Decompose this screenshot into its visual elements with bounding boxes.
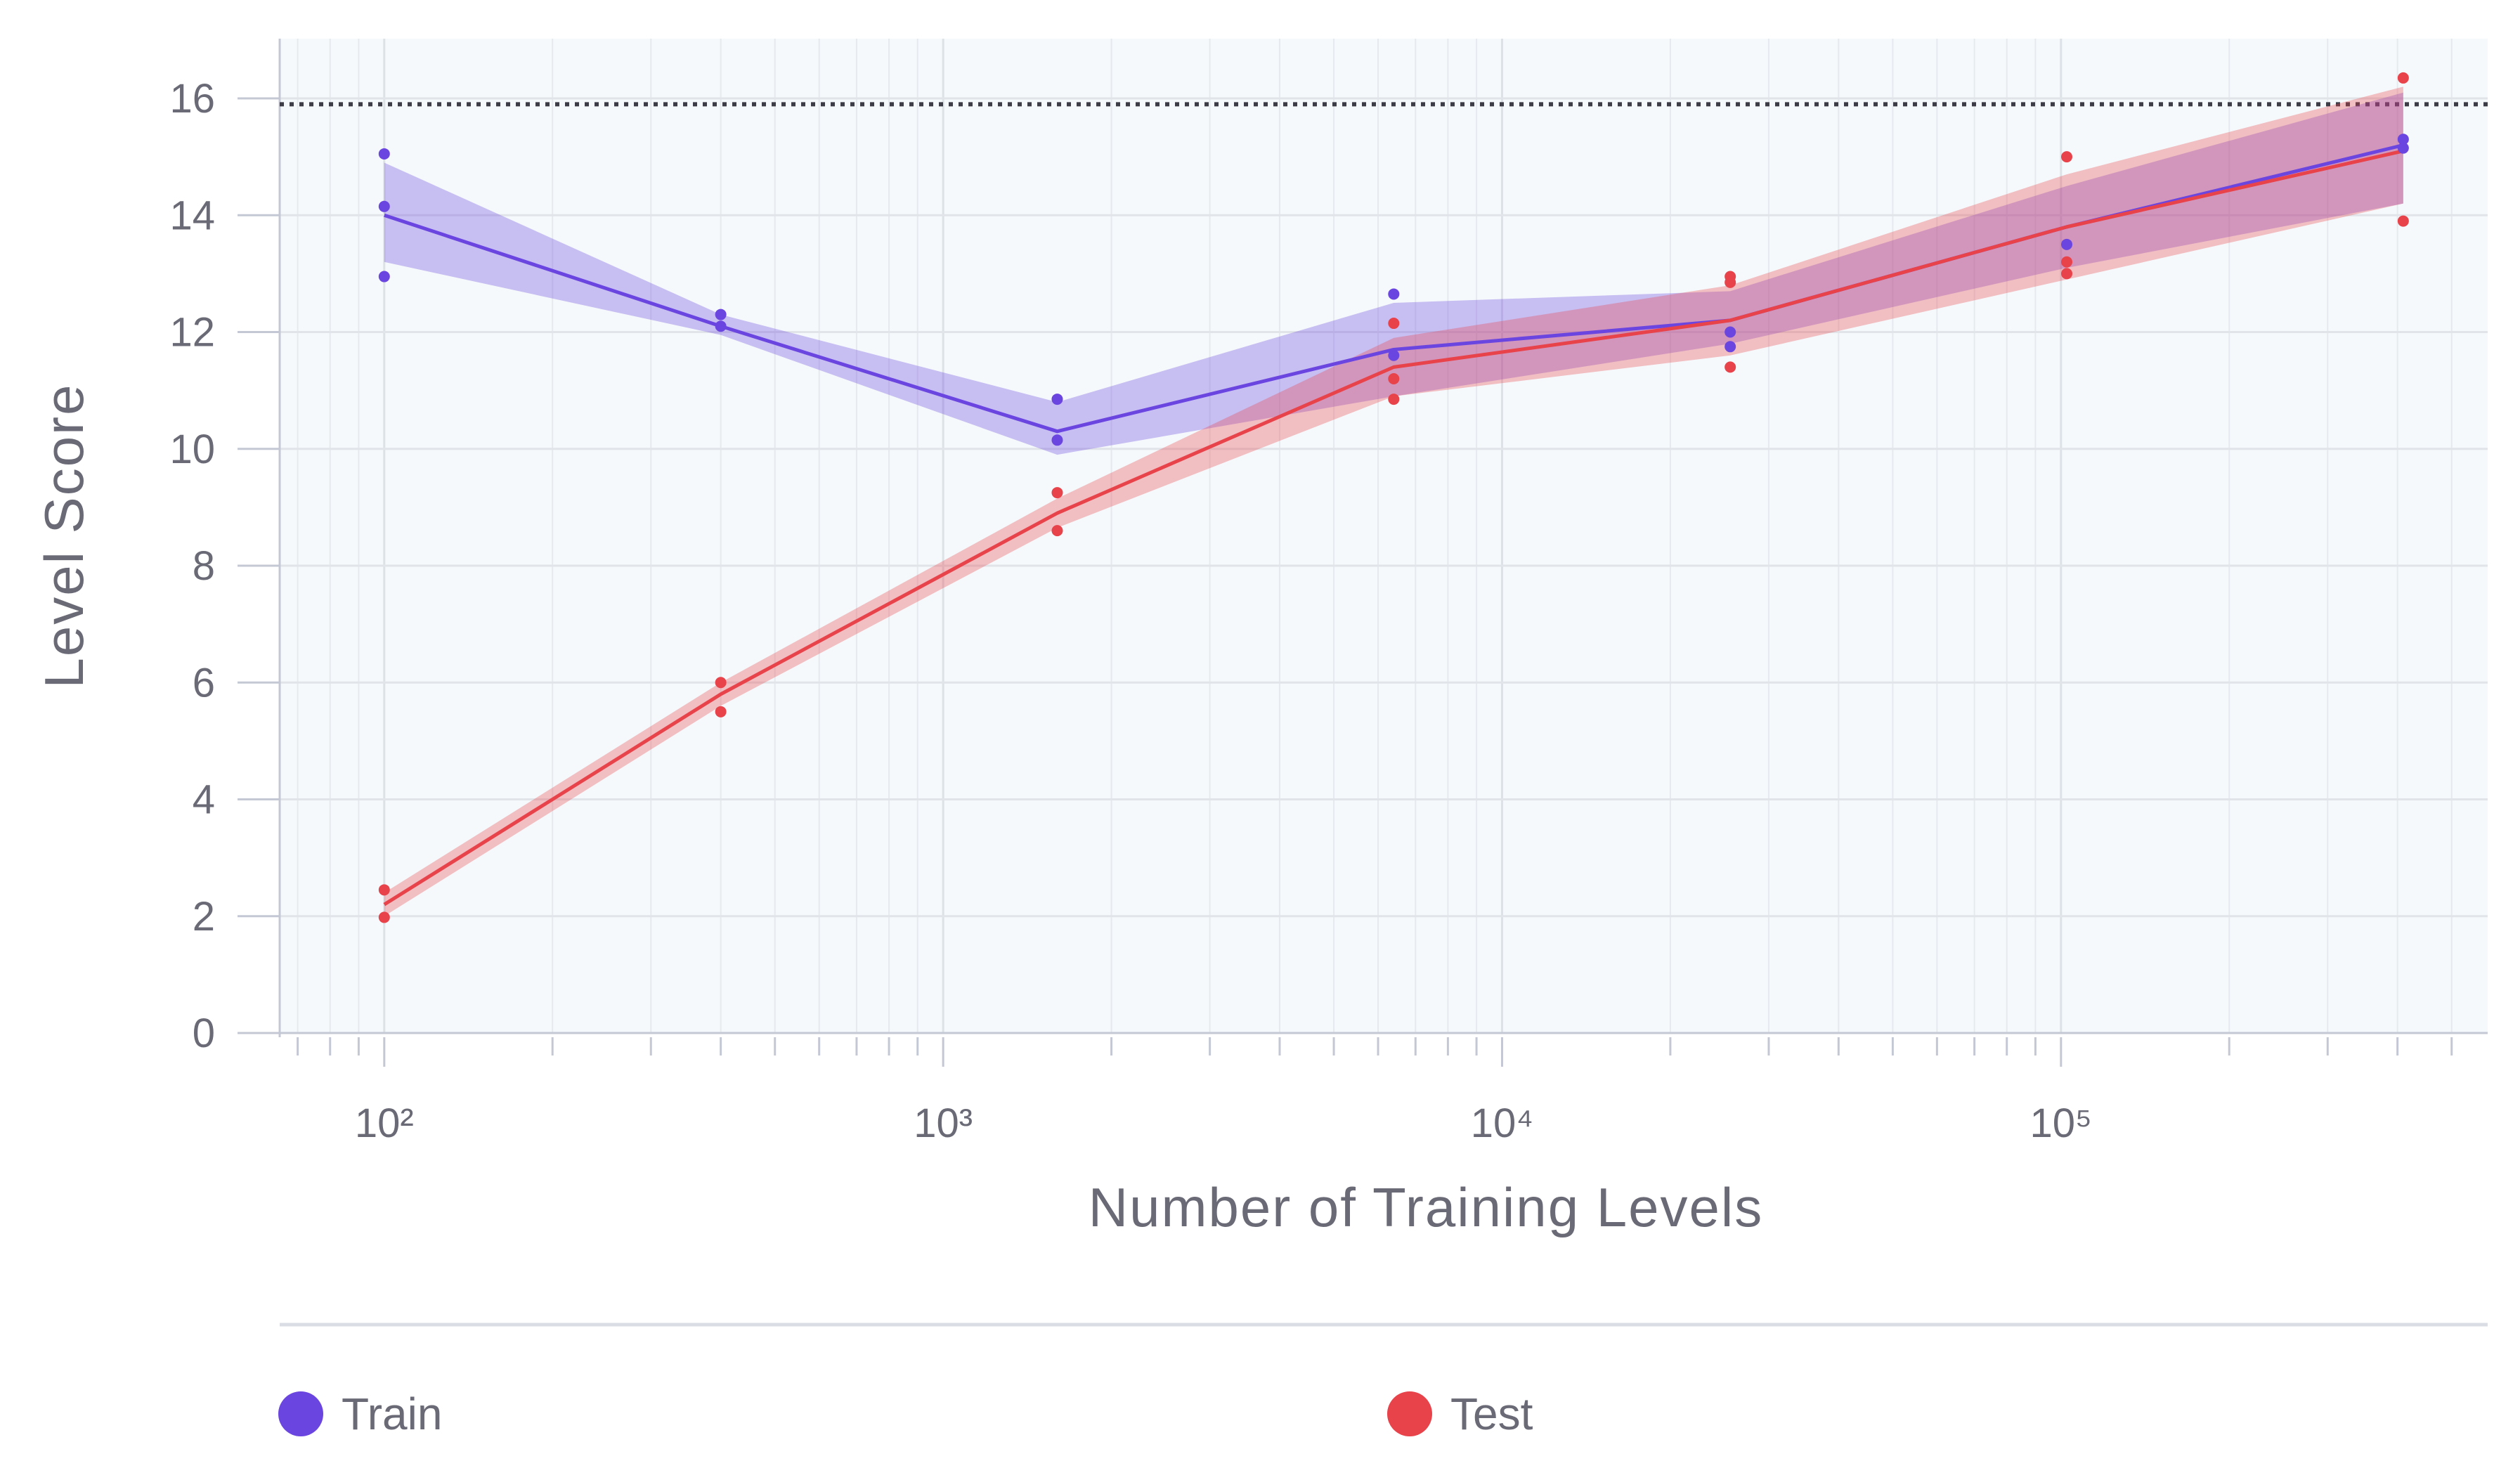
point-train xyxy=(715,320,727,332)
point-test xyxy=(2397,72,2409,84)
line-test xyxy=(383,149,2404,907)
y-tick-label: 0 xyxy=(193,1011,215,1056)
point-train xyxy=(715,308,727,320)
point-train xyxy=(1051,434,1063,446)
point-test xyxy=(2397,215,2409,227)
point-test xyxy=(1388,394,1400,405)
point-test xyxy=(1388,318,1400,330)
point-train xyxy=(378,148,390,160)
point-train xyxy=(1725,341,1736,353)
point-test xyxy=(378,884,390,896)
y-tick-label: 4 xyxy=(193,777,215,823)
point-train xyxy=(1725,326,1736,338)
point-test xyxy=(1725,276,1736,288)
point-test xyxy=(1725,361,1736,373)
point-test xyxy=(2061,268,2073,280)
y-tick-label: 12 xyxy=(169,310,215,356)
y-tick-label: 16 xyxy=(169,76,215,122)
point-train xyxy=(1051,394,1063,405)
legend-swatch-test xyxy=(1387,1391,1432,1436)
point-train xyxy=(2397,142,2409,154)
point-test xyxy=(715,677,727,689)
x-tick-label: 10⁵ xyxy=(2030,1100,2093,1146)
band-test xyxy=(384,86,2403,916)
x-tick-label: 10³ xyxy=(914,1100,973,1146)
y-tick-label: 10 xyxy=(169,427,215,472)
x-axis-title: Number of Training Levels xyxy=(1089,1176,1763,1238)
point-train xyxy=(1388,288,1400,300)
legend-swatch-train xyxy=(278,1391,323,1436)
point-train xyxy=(378,271,390,282)
point-test xyxy=(2061,151,2073,163)
x-tick-label: 10² xyxy=(355,1100,414,1146)
y-tick-label: 14 xyxy=(169,193,215,238)
x-tick-label: 10⁴ xyxy=(1471,1100,1533,1146)
legend-label-train: Train xyxy=(342,1389,442,1439)
point-train xyxy=(2397,134,2409,145)
point-test xyxy=(2061,256,2073,268)
y-tick-label: 2 xyxy=(193,894,215,940)
plot-background xyxy=(280,39,2488,1033)
legend-label-test: Test xyxy=(1450,1389,1533,1439)
y-axis-title: Level Score xyxy=(33,384,95,689)
band-train xyxy=(384,92,2403,455)
point-test xyxy=(1051,525,1063,537)
point-test xyxy=(1388,373,1400,384)
y-tick-label: 6 xyxy=(193,660,215,706)
y-tick-label: 8 xyxy=(193,543,215,589)
point-test xyxy=(715,706,727,717)
point-train xyxy=(2061,238,2073,250)
point-test xyxy=(1051,487,1063,499)
point-test xyxy=(378,911,390,923)
point-train xyxy=(378,200,390,212)
point-train xyxy=(1388,349,1400,361)
